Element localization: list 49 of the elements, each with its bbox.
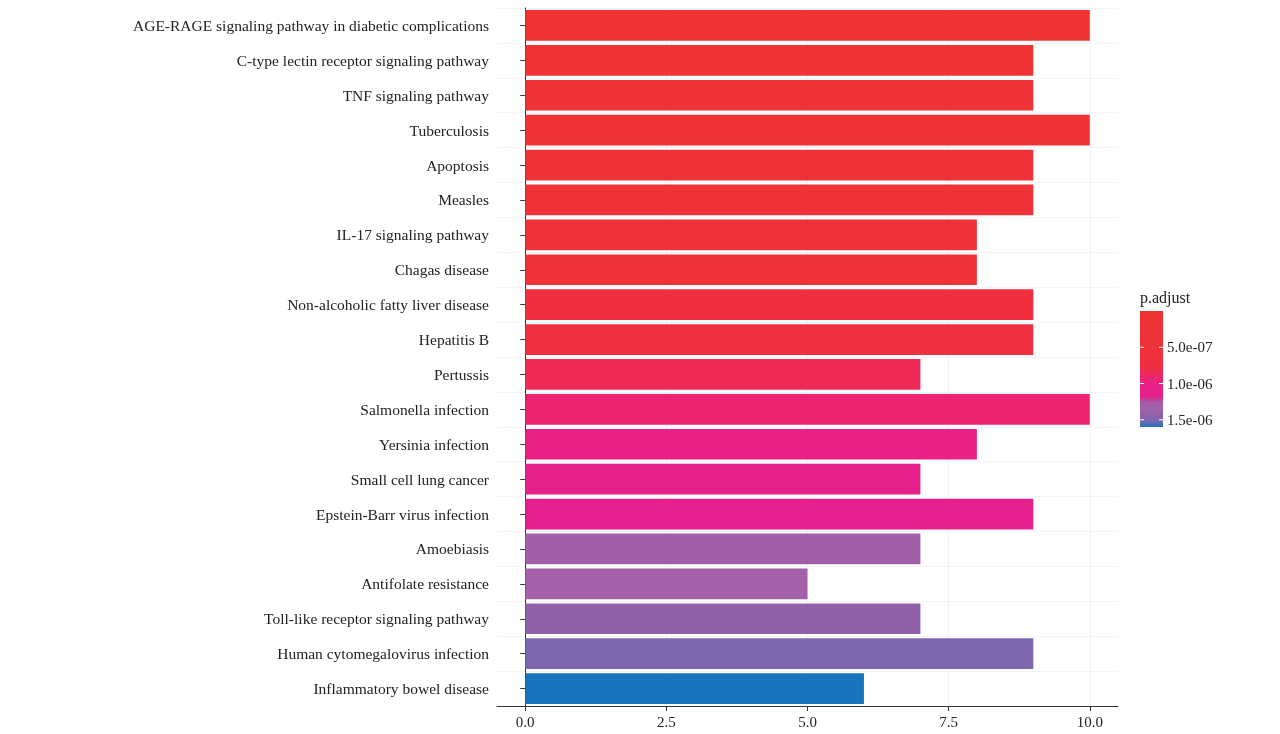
y-tick-label: Antifolate resistance — [361, 575, 490, 593]
y-tick-label: Yersinia infection — [379, 435, 490, 453]
y-tick-label: Hepatitis B — [418, 331, 489, 349]
bar — [525, 463, 921, 495]
bar — [525, 603, 921, 635]
color-bar-label: 5.0e-07 — [1167, 339, 1213, 356]
bar — [525, 114, 1090, 146]
y-tick-label: Epstein-Barr virus infection — [315, 505, 490, 523]
y-tick-label: Apoptosis — [426, 156, 489, 174]
bar — [525, 393, 1090, 425]
y-tick-label: Non-alcoholic fatty liver disease — [287, 296, 490, 314]
color-bar-title: p.adjust — [1140, 288, 1191, 307]
bar — [525, 673, 864, 704]
bar — [525, 254, 977, 286]
bar — [525, 324, 1034, 355]
bar — [525, 149, 1034, 181]
bar — [525, 568, 808, 600]
y-tick-label: IL-17 signaling pathway — [336, 226, 490, 244]
bar — [525, 533, 921, 565]
x-tick-label: 5.0 — [798, 713, 817, 730]
x-tick-label: 2.5 — [656, 713, 676, 730]
x-tick-label: 7.5 — [939, 713, 959, 730]
y-tick-label: AGE-RAGE signaling pathway in diabetic complications — [133, 16, 489, 34]
color-bar-label: 1.5e-06 — [1167, 411, 1213, 428]
y-tick-label: Amoebiasis — [415, 540, 489, 558]
bar — [525, 219, 977, 251]
bar — [525, 638, 1034, 670]
bar — [525, 10, 1090, 41]
color-bar-label: 1.0e-06 — [1167, 375, 1213, 392]
bar — [525, 498, 1034, 530]
y-tick-label: Pertussis — [433, 365, 489, 383]
y-tick-label: TNF signaling pathway — [342, 86, 490, 104]
bar — [525, 359, 921, 390]
y-tick-label: Toll-like receptor signaling pathway — [264, 610, 490, 628]
bar — [525, 289, 1034, 321]
y-tick-label: Chagas disease — [394, 261, 490, 279]
y-tick-label: Human cytomegalovirus infection — [277, 645, 490, 663]
y-tick-label: C-type lectin receptor signaling pathway — [236, 51, 490, 69]
bar — [525, 428, 977, 460]
y-tick-label: Inflammatory bowel disease — [313, 680, 490, 698]
x-tick-label: 0.0 — [515, 713, 535, 730]
y-tick-label: Small cell lung cancer — [350, 470, 490, 488]
bar — [525, 44, 1034, 76]
y-tick-label: Measles — [438, 191, 489, 209]
bar — [525, 79, 1034, 111]
y-tick-label: Salmonella infection — [360, 400, 490, 418]
y-tick-label: Tuberculosis — [409, 121, 489, 139]
bar — [525, 184, 1034, 216]
x-tick-label: 10.0 — [1076, 713, 1103, 730]
